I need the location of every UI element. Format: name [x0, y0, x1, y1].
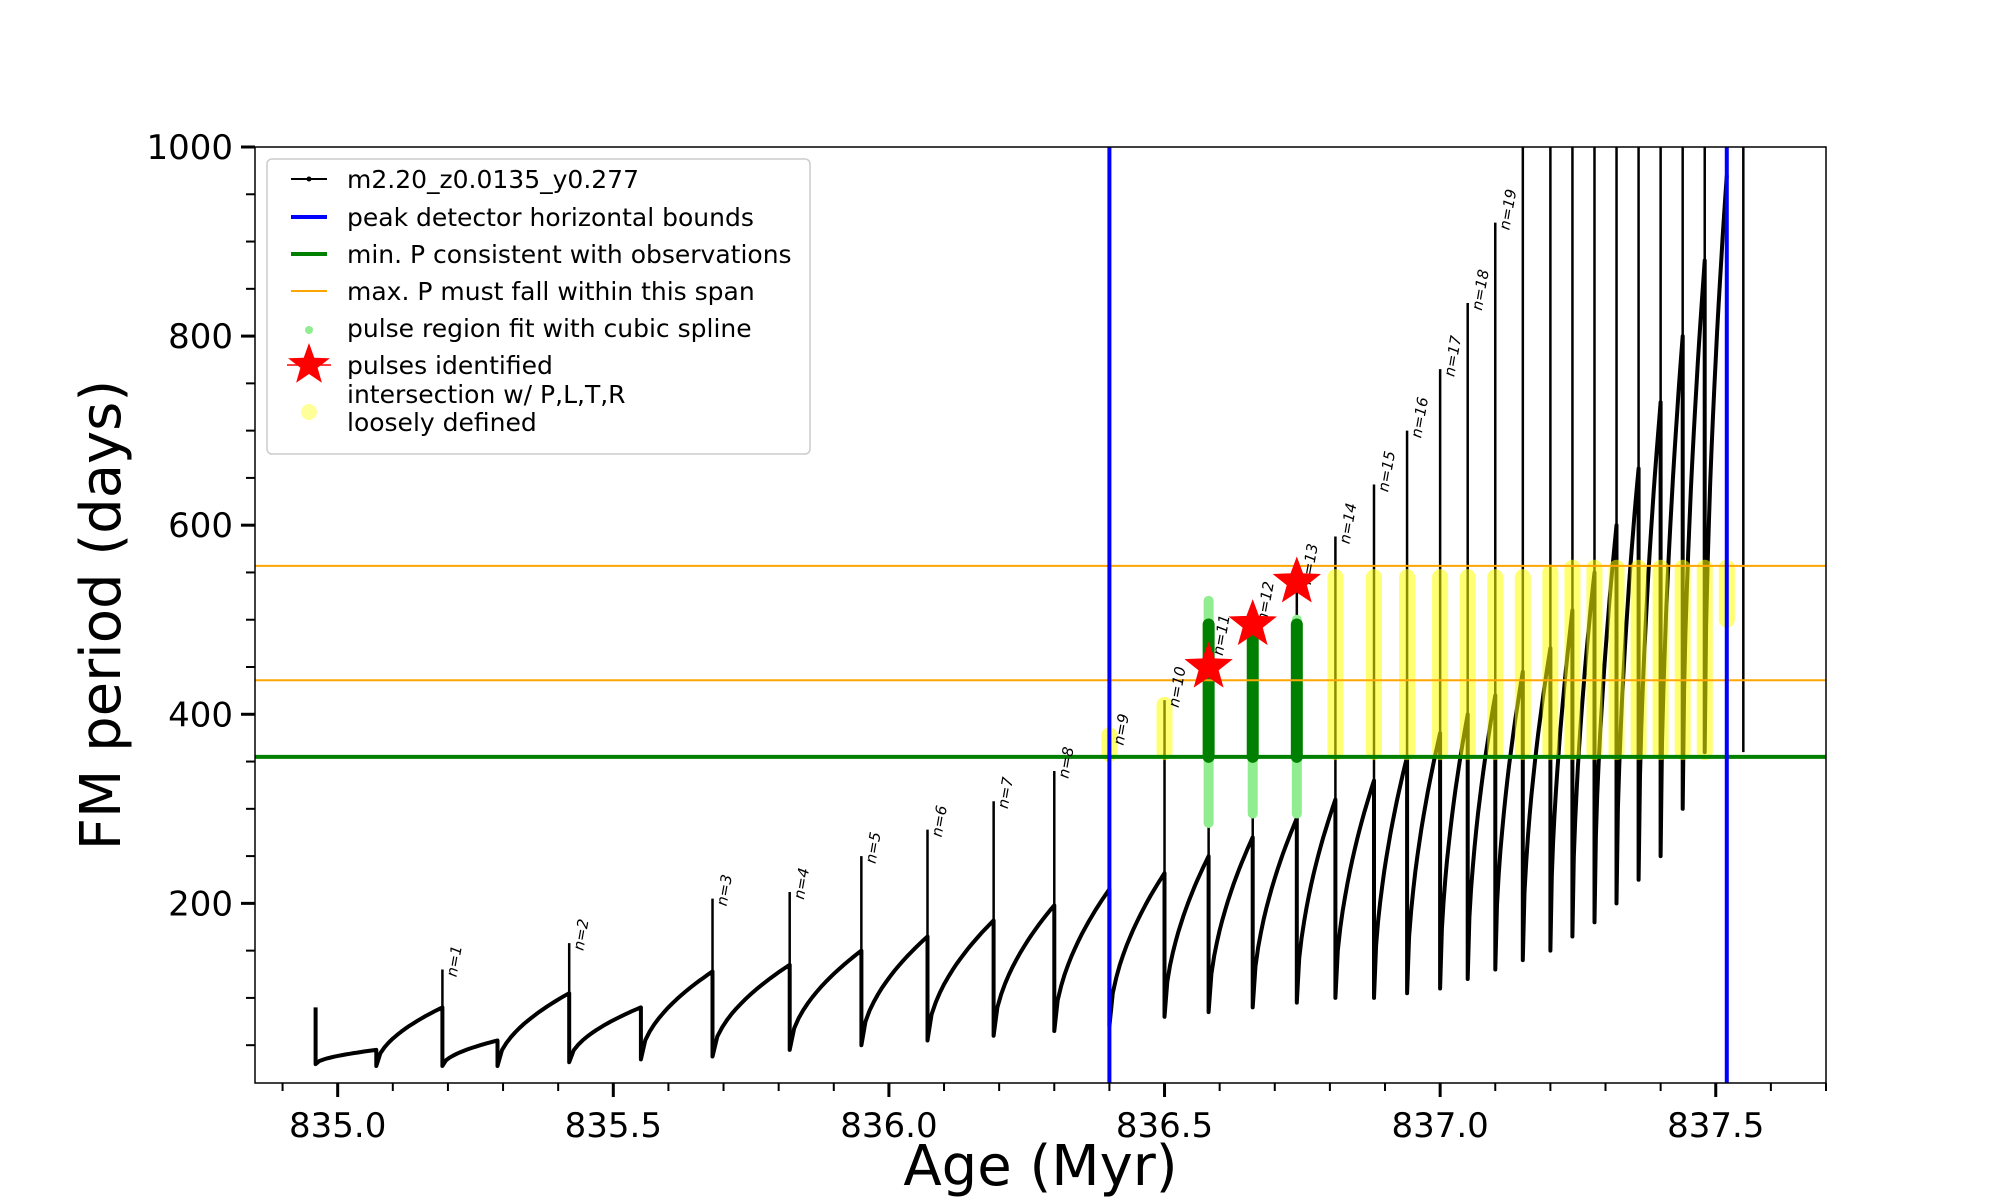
plot-content: n=1n=2n=3 n=4n=5n=6n=7n=8n=9n=10n=11n=12n…	[255, 147, 1826, 1083]
pulse-label-1: n=1	[443, 944, 466, 978]
legend-marker-1	[306, 176, 312, 182]
legend-label-3: min. P consistent with observations	[347, 240, 792, 269]
pulse-label-2: n=2	[569, 917, 592, 951]
pulse-star-3	[1272, 556, 1321, 603]
x-tick-label-4: 836.5	[1116, 1106, 1213, 1146]
pulse-label-7: n=7	[994, 775, 1017, 810]
legend-label-7-line2: loosely defined	[347, 408, 537, 437]
legend-box	[266, 158, 811, 455]
pulse-label-9: n=9	[1110, 712, 1133, 746]
legend-label-5: pulse region fit with cubic spline	[347, 314, 752, 343]
legend-label-2: peak detector horizontal bounds	[347, 203, 754, 232]
x-tick-label-2: 835.5	[565, 1106, 662, 1146]
axes: 835.0 835.5 836.0 836.5 837.0 837.5 200 400 600 8…	[146, 128, 1827, 1146]
pulse-label-3: n=3	[713, 873, 736, 907]
y-tick-label-3: 600	[168, 506, 233, 546]
pulse-star-2	[1228, 599, 1277, 646]
x-tick-label-1: 835.0	[289, 1106, 386, 1146]
x-tick-label-6: 837.5	[1667, 1106, 1764, 1146]
x-axis-title: Age (Myr)	[903, 1134, 1177, 1199]
pulse-label-8: n=8	[1054, 745, 1077, 779]
pulse-label-6: n=6	[928, 804, 951, 838]
legend-label-1: m2.20_z0.0135_y0.277	[347, 165, 639, 194]
legend-label-6: pulses identified	[347, 351, 553, 380]
legend-handle-7	[301, 404, 317, 420]
y-tick-label-4: 800	[168, 317, 233, 357]
y-tick-label-1: 200	[168, 884, 233, 924]
y-tick-label-5: 1000	[146, 128, 233, 168]
legend-label-7: intersection w/ P,L,T,R	[347, 380, 626, 409]
y-axis-title: FM period (days)	[69, 380, 134, 850]
legend-handle-5	[305, 326, 313, 334]
y-tick-label-2: 400	[168, 695, 233, 735]
pulse-label-4: n=4	[790, 866, 813, 900]
pulse-star-1	[1184, 641, 1233, 688]
legend-label-4: max. P must fall within this span	[347, 277, 755, 306]
legend-handle-6	[288, 343, 330, 383]
x-tick-label-3: 836.0	[840, 1106, 937, 1146]
plot-area: n=1n=2n=3 n=4n=5n=6n=7n=8n=9n=10n=11n=12n…	[255, 147, 1826, 1083]
pulse-label-5: n=5	[862, 831, 885, 865]
x-tick-label-5: 837.0	[1391, 1106, 1488, 1146]
plot-frame	[254, 146, 1827, 1084]
